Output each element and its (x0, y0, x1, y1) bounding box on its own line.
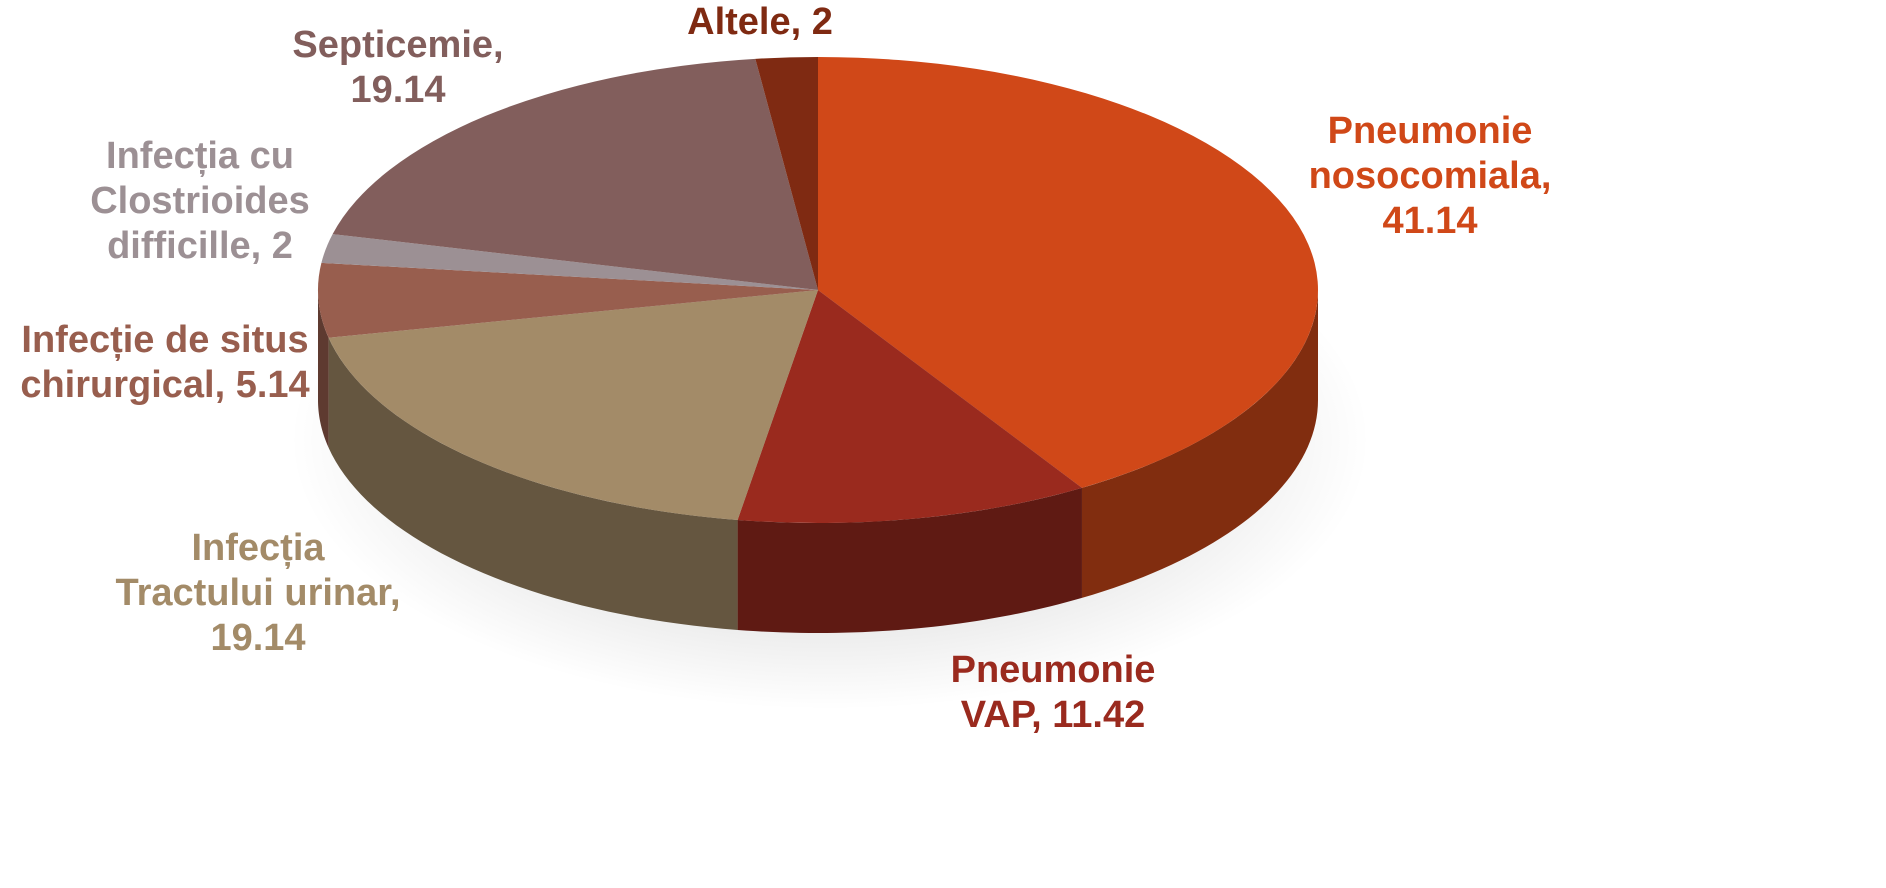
data-label-line: 19.14 (210, 617, 305, 659)
slice-side (318, 290, 329, 448)
data-label-line: Clostrioides (90, 180, 310, 222)
slice (318, 262, 818, 338)
slice-side (1081, 290, 1318, 598)
data-label: Infecția Tractului urinar, 19.14 (115, 527, 400, 659)
slice (737, 290, 1082, 523)
data-label-line: Infecția (191, 527, 325, 569)
slice (332, 58, 818, 290)
slice (328, 290, 818, 520)
slice-side (328, 337, 738, 630)
slice (818, 57, 1319, 488)
data-label-line: Infecția cu (106, 135, 294, 177)
data-label-line: chirurgical, 5.14 (20, 364, 309, 406)
data-label: Septicemie, 19.14 (292, 24, 503, 111)
data-label-line: difficille, 2 (107, 225, 293, 267)
data-label-line: 19.14 (350, 69, 445, 111)
data-label: Pneumonie nosocomiala, 41.14 (1309, 110, 1552, 242)
data-label: Pneumonie VAP, 11.42 (951, 649, 1156, 736)
data-label-line: nosocomiala, (1309, 155, 1552, 197)
data-label: Altele, 2 (687, 1, 833, 43)
data-label-line: 41.14 (1382, 200, 1477, 242)
slice (321, 234, 818, 290)
data-label-line: Pneumonie (1328, 110, 1533, 152)
data-label: Infecția cu Clostrioides difficille, 2 (90, 135, 310, 267)
data-label-line: Infecție de situs (21, 319, 308, 361)
data-label-line: Altele, 2 (687, 1, 833, 43)
data-label-line: Septicemie, (292, 24, 503, 66)
data-label-line: Pneumonie (951, 649, 1156, 691)
data-label-line: VAP, 11.42 (961, 694, 1146, 736)
slice (755, 57, 818, 290)
data-label: Infecție de situs chirurgical, 5.14 (20, 319, 309, 406)
data-label-line: Tractului urinar, (115, 572, 400, 614)
slice-side (737, 487, 1082, 633)
